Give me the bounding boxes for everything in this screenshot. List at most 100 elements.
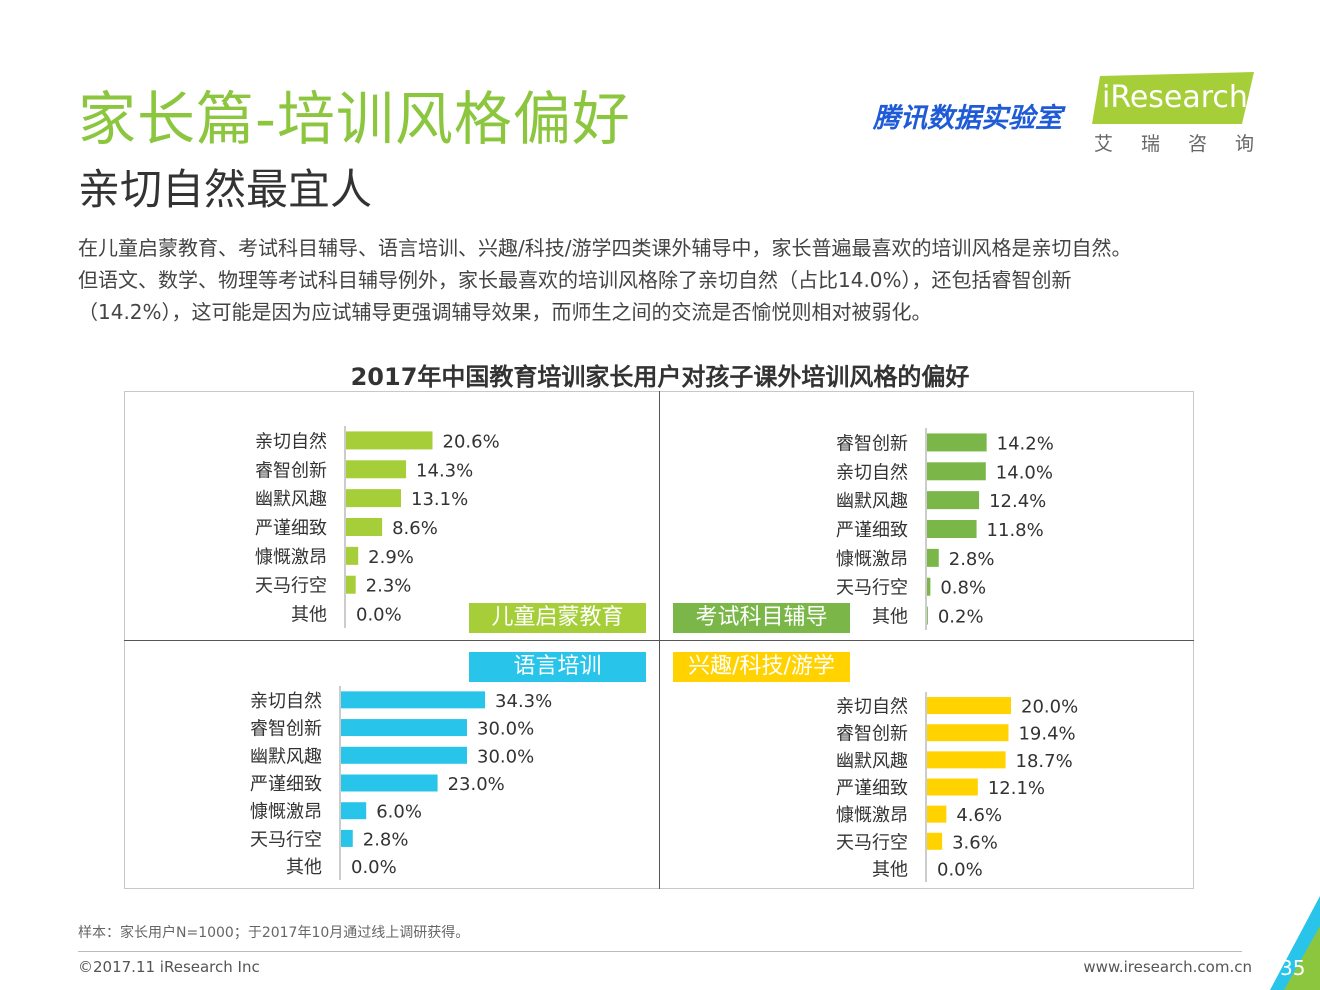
- category-label: 严谨细致: [250, 774, 322, 795]
- category-label: 慷慨激昂: [255, 546, 327, 568]
- tencent-data-lab-logo: 腾讯数据实验室: [873, 103, 1062, 134]
- page-corner-decoration: [1270, 896, 1320, 990]
- panel-tag-language-training: 语言培训: [469, 652, 646, 682]
- category-label: 严谨细致: [255, 518, 327, 539]
- copyright: ©2017.11 iResearch Inc: [78, 958, 260, 976]
- bar: [341, 802, 367, 820]
- panel-tag-exam-tutoring: 考试科目辅导: [673, 603, 850, 633]
- page-number: 35: [1280, 956, 1306, 980]
- iresearch-logo-text: iResearch: [1102, 80, 1248, 115]
- category-label: 亲切自然: [250, 691, 322, 712]
- category-label: 慷慨激昂: [250, 801, 322, 823]
- data-label: 14.0%: [996, 462, 1053, 483]
- data-label: 30.0%: [477, 719, 534, 740]
- bar: [927, 548, 939, 567]
- category-label: 幽默风趣: [255, 489, 327, 510]
- category-label: 慷慨激昂: [836, 548, 908, 570]
- data-label: 0.0%: [351, 857, 397, 878]
- data-label: 23.0%: [448, 774, 505, 795]
- bar: [346, 460, 407, 479]
- panel-tag-interest-tech-travel: 兴趣/科技/游学: [673, 652, 850, 682]
- category-label: 亲切自然: [836, 697, 908, 718]
- category-label: 天马行空: [250, 829, 322, 850]
- category-label: 睿智创新: [255, 460, 327, 481]
- category-label: 慷慨激昂: [836, 804, 908, 826]
- panel-tag-children-enlightenment: 儿童启蒙教育: [469, 603, 646, 633]
- bar: [927, 697, 1011, 715]
- bar: [346, 575, 356, 594]
- category-label: 幽默风趣: [836, 751, 908, 772]
- data-label: 13.1%: [411, 489, 468, 510]
- category-label: 睿智创新: [250, 719, 322, 740]
- bar: [927, 491, 980, 510]
- category-label: 亲切自然: [255, 431, 327, 452]
- data-label: 11.8%: [987, 520, 1044, 541]
- data-label: 0.0%: [356, 605, 402, 626]
- category-label: 其他: [872, 607, 908, 628]
- bar: [346, 489, 402, 508]
- bar: [927, 778, 978, 796]
- sample-note: 样本：家长用户N=1000；于2017年10月通过线上调研获得。: [78, 925, 470, 941]
- data-label: 2.8%: [363, 829, 409, 850]
- iresearch-logo-cn: 艾瑞咨询: [1094, 133, 1283, 155]
- website-link[interactable]: www.iresearch.com.cn: [1083, 958, 1252, 976]
- data-label: 0.8%: [940, 578, 986, 599]
- category-label: 亲切自然: [836, 462, 908, 483]
- data-label: 2.9%: [368, 547, 414, 568]
- category-label: 其他: [872, 859, 908, 880]
- category-label: 天马行空: [836, 832, 908, 853]
- data-label: 30.0%: [477, 746, 534, 767]
- category-label: 幽默风趣: [836, 491, 908, 512]
- category-label: 睿智创新: [836, 433, 908, 454]
- bar: [927, 462, 986, 481]
- data-label: 0.2%: [938, 607, 984, 628]
- chart-title: 2017年中国教育培训家长用户对孩子课外培训风格的偏好: [350, 363, 970, 391]
- bar: [927, 751, 1006, 769]
- category-label: 严谨细致: [836, 778, 908, 799]
- data-label: 0.0%: [937, 859, 983, 880]
- category-label: 严谨细致: [836, 520, 908, 541]
- data-label: 20.6%: [443, 431, 500, 452]
- iresearch-logo-badge: [1092, 72, 1254, 124]
- data-label: 14.2%: [997, 433, 1054, 454]
- bar: [927, 577, 931, 596]
- bar: [927, 606, 928, 625]
- category-label: 幽默风趣: [250, 746, 322, 767]
- bar: [346, 431, 433, 450]
- bar: [346, 518, 383, 536]
- data-label: 6.0%: [376, 802, 422, 823]
- category-label: 天马行空: [836, 578, 908, 599]
- data-label: 19.4%: [1018, 724, 1075, 745]
- page-subtitle: 亲切自然最宜人: [78, 165, 373, 214]
- category-label: 其他: [291, 605, 327, 626]
- bar: [346, 546, 359, 565]
- bar: [927, 832, 943, 850]
- bar: [341, 746, 467, 764]
- bar: [341, 691, 486, 709]
- description: 在儿童启蒙教育、考试科目辅导、语言培训、兴趣/科技/游学四类课外辅导中，家长普遍…: [78, 232, 1258, 328]
- data-label: 12.4%: [989, 491, 1046, 512]
- data-label: 12.1%: [988, 778, 1045, 799]
- data-label: 4.6%: [956, 805, 1002, 826]
- bar: [341, 829, 353, 847]
- description-line: 在儿童启蒙教育、考试科目辅导、语言培训、兴趣/科技/游学四类课外辅导中，家长普遍…: [78, 236, 1132, 260]
- footer-divider: [78, 951, 1242, 952]
- bar: [341, 719, 467, 737]
- description-line: 但语文、数学、物理等考试科目辅导例外，家长最喜欢的培训风格除了亲切自然（占比14…: [78, 268, 1072, 292]
- bar: [927, 724, 1009, 742]
- category-label: 其他: [286, 857, 322, 878]
- description-line: （14.2%），这可能是因为应试辅导更强调辅导效果，而师生之间的交流是否愉悦则相…: [78, 300, 932, 324]
- data-label: 20.0%: [1021, 697, 1078, 718]
- bar: [927, 805, 947, 823]
- data-label: 2.3%: [366, 576, 412, 597]
- category-label: 睿智创新: [836, 724, 908, 745]
- data-label: 34.3%: [495, 691, 552, 712]
- data-label: 8.6%: [392, 518, 438, 539]
- data-label: 2.8%: [949, 549, 995, 570]
- bar: [927, 433, 987, 452]
- data-label: 18.7%: [1016, 751, 1073, 772]
- bar: [341, 774, 438, 792]
- page-title: 家长篇-培训风格偏好: [78, 85, 631, 153]
- bar: [927, 520, 977, 538]
